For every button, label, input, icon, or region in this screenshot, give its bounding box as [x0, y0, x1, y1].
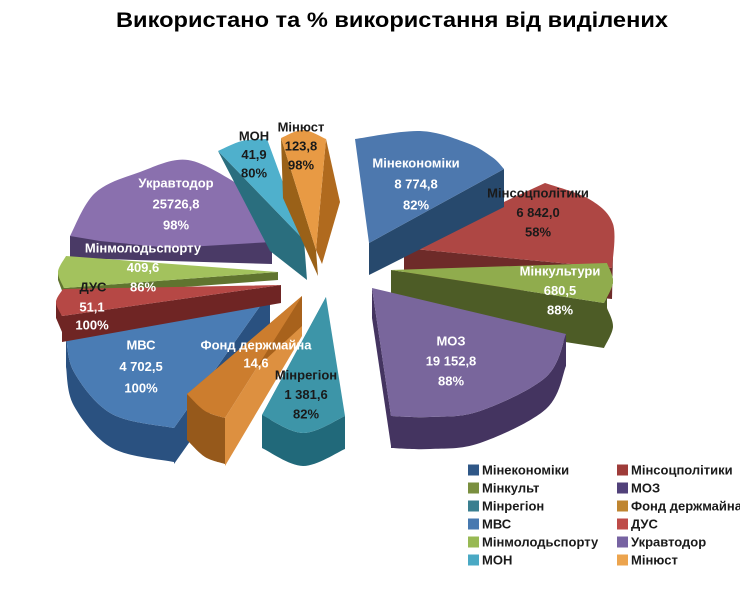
svg-text:Мінекономіки: Мінекономіки	[372, 156, 459, 171]
svg-text:МОЗ: МОЗ	[631, 481, 660, 496]
svg-text:МВС: МВС	[126, 338, 156, 353]
svg-text:409,6: 409,6	[127, 260, 160, 275]
svg-text:25726,8: 25726,8	[153, 197, 200, 212]
svg-text:14,6: 14,6	[243, 356, 268, 371]
svg-text:Мінкульт: Мінкульт	[482, 481, 539, 496]
svg-text:1 381,6: 1 381,6	[284, 387, 327, 402]
svg-text:6 842,0: 6 842,0	[516, 205, 559, 220]
svg-text:Мінрегіон: Мінрегіон	[482, 499, 544, 514]
svg-text:82%: 82%	[403, 198, 429, 213]
svg-text:Фонд держмайна: Фонд держмайна	[201, 338, 313, 353]
svg-text:Використано та % використання: Використано та % використання від виділе…	[116, 8, 668, 32]
svg-text:Мінмолодьспорту: Мінмолодьспорту	[482, 535, 599, 550]
svg-text:Мінюст: Мінюст	[278, 120, 325, 135]
svg-text:19 152,8: 19 152,8	[426, 354, 477, 369]
svg-text:41,9: 41,9	[241, 147, 266, 162]
svg-text:Мінкультури: Мінкультури	[520, 264, 601, 279]
svg-text:Мінмолодьспорту: Мінмолодьспорту	[85, 241, 202, 256]
svg-text:МОН: МОН	[239, 129, 269, 144]
svg-text:Мінсоцполітики: Мінсоцполітики	[487, 186, 589, 201]
svg-text:98%: 98%	[288, 158, 314, 173]
svg-text:МВС: МВС	[482, 517, 512, 532]
svg-text:Фонд держмайна: Фонд держмайна	[631, 499, 740, 514]
svg-text:88%: 88%	[438, 374, 464, 389]
svg-text:680,5: 680,5	[544, 283, 577, 298]
svg-text:МОЗ: МОЗ	[436, 334, 465, 349]
svg-text:98%: 98%	[163, 218, 189, 233]
svg-text:51,1: 51,1	[79, 300, 104, 315]
svg-text:123,8: 123,8	[285, 139, 318, 154]
svg-text:Мінекономіки: Мінекономіки	[482, 463, 569, 478]
svg-text:100%: 100%	[75, 318, 109, 333]
svg-text:Укравтодор: Укравтодор	[631, 535, 706, 550]
svg-text:82%: 82%	[293, 407, 319, 422]
svg-text:4 702,5: 4 702,5	[119, 359, 162, 374]
svg-text:86%: 86%	[130, 280, 156, 295]
svg-text:100%: 100%	[124, 381, 158, 396]
svg-text:8 774,8: 8 774,8	[394, 177, 437, 192]
svg-text:ДУС: ДУС	[631, 517, 659, 532]
svg-text:Мінрегіон: Мінрегіон	[275, 368, 337, 383]
svg-text:ДУС: ДУС	[80, 280, 108, 295]
svg-text:Мінсоцполітики: Мінсоцполітики	[631, 463, 733, 478]
svg-text:58%: 58%	[525, 225, 551, 240]
svg-text:Мінюст: Мінюст	[631, 553, 678, 568]
svg-text:88%: 88%	[547, 303, 573, 318]
svg-text:80%: 80%	[241, 166, 267, 181]
svg-text:Укравтодор: Укравтодор	[138, 176, 213, 191]
svg-text:МОН: МОН	[482, 553, 512, 568]
